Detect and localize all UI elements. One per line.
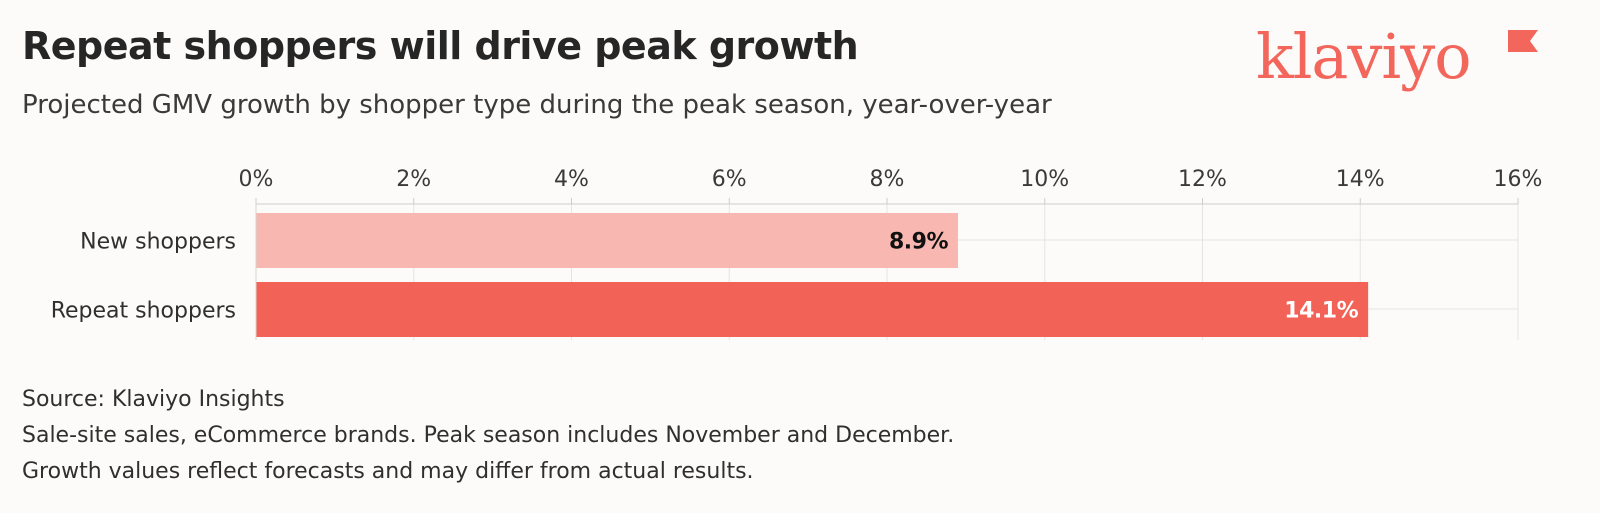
footnotes: Source: Klaviyo Insights Sale-site sales… [22, 382, 954, 490]
bar-chart: 0% 2% 4% 6% 8% 10% 12% 14% 16% New shoppers 8.9% Re… [51, 167, 1543, 340]
x-tick-label: 8% [870, 167, 905, 192]
category-label: Repeat shoppers [51, 299, 236, 324]
x-tick-label: 16% [1494, 167, 1543, 192]
scope-note: Sale-site sales, eCommerce brands. Peak … [22, 423, 955, 448]
x-tick-label: 0% [239, 167, 274, 192]
bar [256, 213, 958, 268]
klaviyo-logo: klaviyo [1256, 20, 1472, 93]
data-label: 14.1% [1284, 299, 1358, 324]
x-tick-label: 14% [1336, 167, 1385, 192]
chart-subtitle: Projected GMV growth by shopper type dur… [22, 90, 1052, 120]
chart-title: Repeat shoppers will drive peak growth [22, 24, 859, 68]
x-tick-label: 10% [1020, 167, 1069, 192]
x-tick-label: 12% [1178, 167, 1227, 192]
forecast-note: Growth values reflect forecasts and may … [22, 459, 754, 484]
x-tick-label: 6% [712, 167, 747, 192]
x-tick-label: 4% [554, 167, 589, 192]
category-label: New shoppers [80, 230, 236, 255]
x-tick-label: 2% [396, 167, 431, 192]
source-note: Source: Klaviyo Insights [22, 387, 285, 412]
data-label: 8.9% [889, 230, 948, 255]
bar [256, 282, 1369, 337]
logo-flag-icon [1508, 30, 1538, 52]
